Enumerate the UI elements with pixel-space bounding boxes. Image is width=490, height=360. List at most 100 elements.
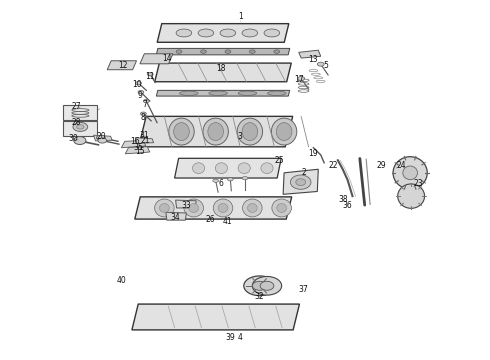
Text: 36: 36 (343, 201, 352, 210)
Ellipse shape (247, 203, 257, 212)
Ellipse shape (138, 90, 144, 94)
Ellipse shape (276, 123, 292, 140)
Text: 41: 41 (223, 217, 233, 226)
Ellipse shape (403, 166, 417, 180)
Ellipse shape (144, 99, 149, 103)
Ellipse shape (159, 203, 169, 212)
Text: 25: 25 (274, 156, 284, 165)
Polygon shape (94, 135, 112, 141)
FancyBboxPatch shape (63, 105, 97, 120)
Ellipse shape (393, 157, 427, 189)
Ellipse shape (218, 203, 228, 212)
Ellipse shape (179, 91, 198, 95)
Ellipse shape (225, 50, 231, 53)
Ellipse shape (296, 179, 306, 185)
FancyBboxPatch shape (63, 121, 97, 136)
Ellipse shape (260, 281, 274, 290)
Ellipse shape (398, 184, 424, 208)
Text: 14: 14 (162, 54, 171, 63)
Polygon shape (132, 304, 299, 330)
Polygon shape (166, 212, 186, 220)
Ellipse shape (73, 122, 88, 131)
Ellipse shape (98, 138, 107, 143)
Text: 10: 10 (132, 81, 141, 90)
Ellipse shape (213, 199, 233, 217)
Text: 7: 7 (143, 100, 147, 109)
Ellipse shape (200, 50, 206, 53)
Ellipse shape (249, 50, 255, 53)
Ellipse shape (184, 199, 203, 217)
Polygon shape (283, 169, 318, 194)
Ellipse shape (147, 73, 153, 76)
Ellipse shape (76, 125, 84, 129)
Ellipse shape (227, 178, 233, 181)
Text: 18: 18 (216, 64, 225, 73)
Ellipse shape (242, 29, 258, 37)
Ellipse shape (189, 203, 198, 212)
Text: 2: 2 (301, 168, 306, 177)
Ellipse shape (291, 175, 311, 189)
Text: 34: 34 (171, 213, 180, 222)
Polygon shape (155, 63, 291, 82)
Ellipse shape (243, 199, 262, 217)
Text: 4: 4 (238, 333, 243, 342)
Ellipse shape (277, 203, 287, 212)
Ellipse shape (252, 276, 282, 295)
Ellipse shape (252, 281, 267, 290)
Ellipse shape (213, 179, 219, 182)
Text: 8: 8 (140, 113, 145, 122)
Ellipse shape (136, 82, 142, 85)
Polygon shape (156, 90, 290, 96)
Text: 27: 27 (72, 102, 81, 111)
Text: 11: 11 (145, 72, 154, 81)
Text: 40: 40 (117, 276, 127, 285)
Text: 26: 26 (206, 215, 216, 224)
Text: 33: 33 (181, 201, 191, 210)
Ellipse shape (238, 91, 257, 95)
Ellipse shape (173, 123, 189, 140)
Ellipse shape (268, 91, 286, 95)
Text: 23: 23 (414, 179, 423, 188)
Ellipse shape (220, 29, 236, 37)
Text: 6: 6 (218, 179, 223, 188)
Polygon shape (135, 138, 154, 143)
Text: 1: 1 (238, 12, 243, 21)
Text: 17: 17 (294, 75, 304, 84)
Ellipse shape (237, 118, 263, 145)
Text: 38: 38 (338, 195, 347, 204)
Polygon shape (157, 24, 289, 42)
Ellipse shape (141, 112, 147, 115)
Ellipse shape (272, 199, 292, 217)
Text: 30: 30 (68, 134, 78, 143)
Ellipse shape (244, 276, 275, 296)
Polygon shape (140, 54, 173, 64)
Ellipse shape (242, 123, 258, 140)
Polygon shape (156, 48, 290, 55)
Ellipse shape (169, 118, 194, 145)
Text: 39: 39 (225, 333, 235, 342)
Ellipse shape (271, 118, 297, 145)
Text: 19: 19 (309, 149, 318, 158)
Text: 22: 22 (328, 161, 338, 170)
Text: 3: 3 (238, 132, 243, 141)
Ellipse shape (209, 91, 227, 95)
Text: 29: 29 (377, 161, 387, 170)
Ellipse shape (198, 29, 214, 37)
Ellipse shape (176, 29, 192, 37)
Ellipse shape (97, 135, 105, 140)
Polygon shape (107, 61, 137, 70)
Ellipse shape (264, 29, 280, 37)
Ellipse shape (193, 163, 205, 174)
Text: 32: 32 (255, 292, 265, 301)
Text: 21: 21 (140, 136, 149, 145)
Text: 28: 28 (72, 118, 81, 127)
Polygon shape (122, 140, 146, 148)
Text: 9: 9 (138, 91, 143, 100)
Ellipse shape (215, 163, 227, 174)
Ellipse shape (238, 163, 250, 174)
Polygon shape (125, 147, 150, 154)
Polygon shape (139, 116, 293, 147)
Ellipse shape (208, 123, 223, 140)
Ellipse shape (155, 199, 174, 217)
Text: 20: 20 (96, 132, 106, 141)
